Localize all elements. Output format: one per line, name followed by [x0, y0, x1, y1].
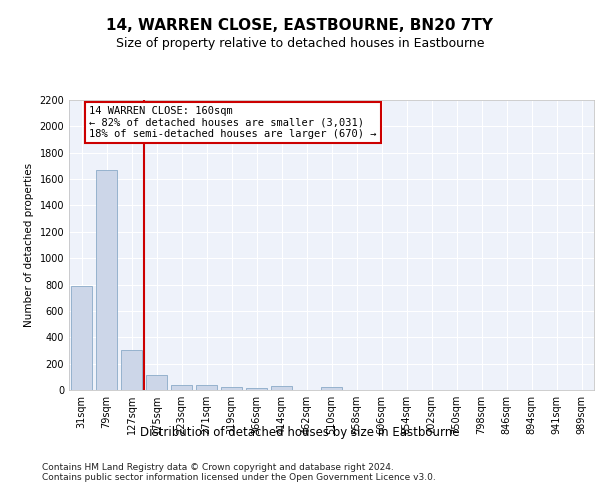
Text: Distribution of detached houses by size in Eastbourne: Distribution of detached houses by size … — [140, 426, 460, 439]
Bar — [246, 388, 267, 390]
Bar — [221, 387, 242, 390]
Text: Contains HM Land Registry data © Crown copyright and database right 2024.
Contai: Contains HM Land Registry data © Crown c… — [42, 463, 436, 482]
Bar — [96, 170, 117, 390]
Text: Size of property relative to detached houses in Eastbourne: Size of property relative to detached ho… — [116, 38, 484, 51]
Y-axis label: Number of detached properties: Number of detached properties — [24, 163, 34, 327]
Bar — [121, 350, 142, 390]
Bar — [271, 386, 292, 390]
Bar — [146, 375, 167, 390]
Bar — [71, 286, 92, 390]
Bar — [196, 386, 217, 390]
Bar — [171, 384, 192, 390]
Text: 14, WARREN CLOSE, EASTBOURNE, BN20 7TY: 14, WARREN CLOSE, EASTBOURNE, BN20 7TY — [107, 18, 493, 32]
Bar — [321, 386, 342, 390]
Text: 14 WARREN CLOSE: 160sqm
← 82% of detached houses are smaller (3,031)
18% of semi: 14 WARREN CLOSE: 160sqm ← 82% of detache… — [89, 106, 377, 139]
